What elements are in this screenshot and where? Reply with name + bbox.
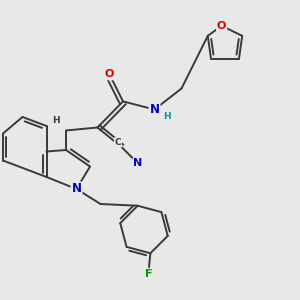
Text: F: F bbox=[145, 269, 153, 279]
Text: O: O bbox=[105, 69, 114, 80]
Text: H: H bbox=[52, 116, 59, 125]
Text: N: N bbox=[134, 158, 142, 169]
Text: H: H bbox=[163, 112, 171, 121]
Text: O: O bbox=[217, 21, 226, 31]
Text: C: C bbox=[115, 138, 121, 147]
Text: N: N bbox=[71, 182, 82, 196]
Text: N: N bbox=[149, 103, 160, 116]
